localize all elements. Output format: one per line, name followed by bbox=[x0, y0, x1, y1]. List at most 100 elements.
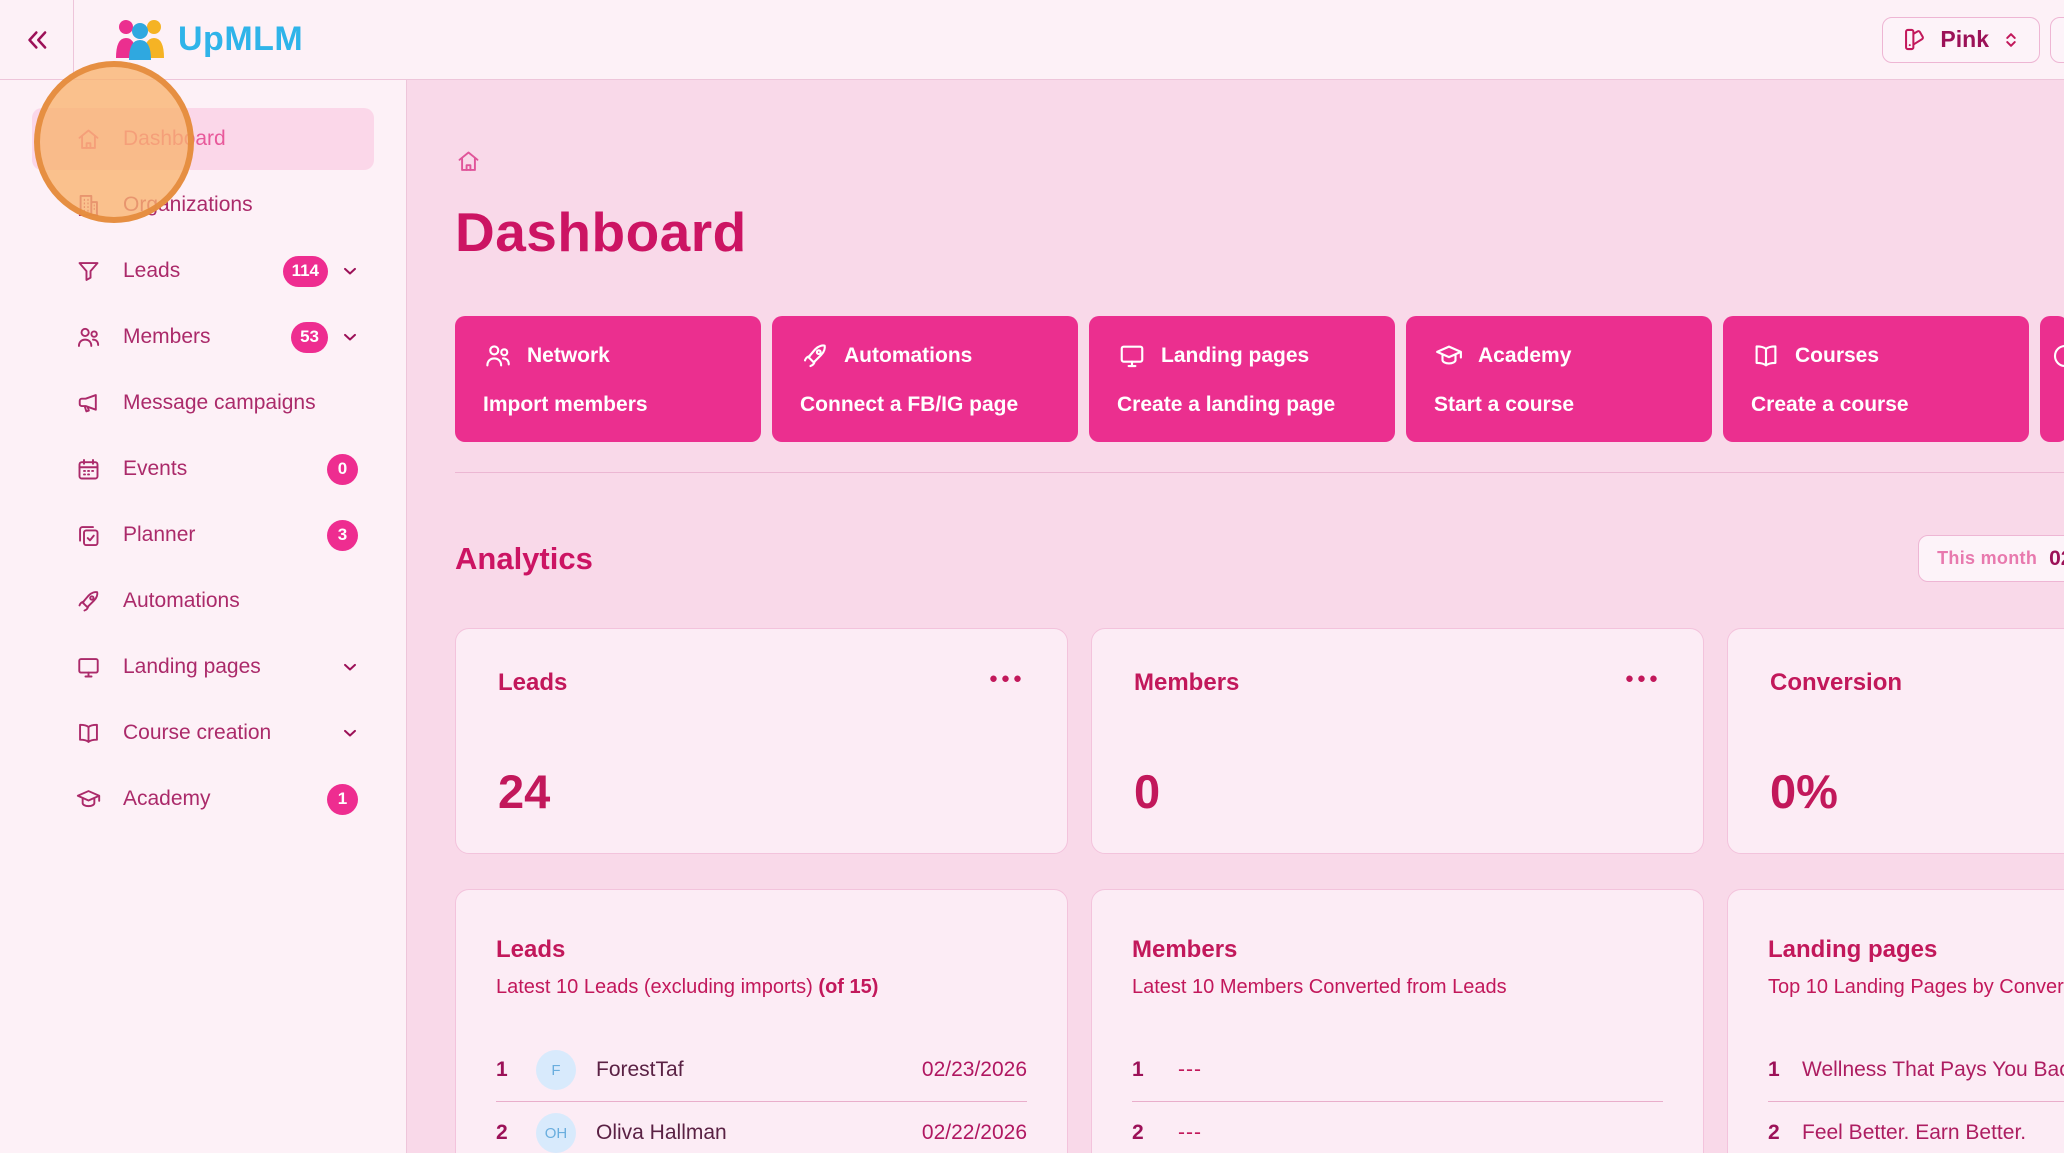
sidebar-item-academy[interactable]: Academy 1 bbox=[32, 768, 374, 830]
monitor-icon bbox=[75, 654, 102, 681]
monitor-icon bbox=[1117, 341, 1147, 371]
quick-action-title: Landing pages bbox=[1161, 344, 1310, 367]
stat-card-title: Members bbox=[1134, 669, 1240, 696]
book-icon bbox=[75, 720, 102, 747]
list-card-members: Members Latest 10 Members Converted from… bbox=[1091, 889, 1704, 1153]
header-cropped-button[interactable] bbox=[2050, 16, 2064, 63]
sidebar-item-events[interactable]: Events 0 bbox=[32, 438, 374, 500]
sidebar-item-label: Automations bbox=[123, 589, 240, 612]
quick-action-courses[interactable]: Courses Create a course bbox=[1723, 316, 2029, 442]
building-icon bbox=[75, 192, 102, 219]
sidebar-item-message-campaigns[interactable]: Message campaigns bbox=[32, 372, 374, 434]
stat-card-title: Conversion bbox=[1770, 669, 1903, 696]
row-index: 1 bbox=[1132, 1058, 1144, 1081]
sidebar-item-label: Organizations bbox=[123, 193, 253, 216]
people-icon bbox=[75, 324, 102, 351]
sidebar-item-dashboard[interactable]: Dashboard bbox=[32, 108, 374, 170]
sidebar-item-label: Leads bbox=[123, 259, 181, 282]
app-name: UpMLM bbox=[178, 20, 304, 58]
planner-count-badge: 3 bbox=[327, 519, 358, 551]
period-value: 02/0 bbox=[2049, 546, 2064, 570]
sidebar-item-course-creation[interactable]: Course creation bbox=[32, 702, 374, 764]
events-count-badge: 0 bbox=[327, 453, 358, 485]
theme-selector-button[interactable]: Pink bbox=[1882, 16, 2040, 63]
sidebar-item-label: Planner bbox=[123, 523, 196, 546]
analytics-header: Analytics This month 02/0 bbox=[455, 535, 2064, 582]
page-title: Dashboard bbox=[455, 201, 747, 263]
quick-action-title: Courses bbox=[1795, 344, 1880, 367]
list-card-subtitle: Latest 10 Leads (excluding imports) (of … bbox=[496, 976, 879, 998]
quick-actions-row: Network Import members Automations Conne… bbox=[455, 316, 2064, 442]
period-label: This month bbox=[1937, 548, 2038, 568]
row-index: 1 bbox=[496, 1058, 508, 1081]
quick-action-landing-pages[interactable]: Landing pages Create a landing page bbox=[1089, 316, 1395, 442]
megaphone-icon bbox=[75, 390, 102, 417]
breadcrumb-home-icon[interactable] bbox=[455, 148, 482, 175]
cropped-card-icon bbox=[2050, 341, 2064, 371]
book-icon bbox=[1751, 341, 1781, 371]
sidebar-item-landing-pages[interactable]: Landing pages bbox=[32, 636, 374, 698]
period-selector[interactable]: This month 02/0 bbox=[1918, 535, 2064, 582]
leads-count-badge: 114 bbox=[282, 255, 328, 287]
chevron-down-icon[interactable] bbox=[340, 327, 360, 347]
avatar: F bbox=[536, 1050, 576, 1090]
rocket-icon bbox=[800, 341, 830, 371]
sidebar-item-members[interactable]: Members 53 bbox=[32, 306, 374, 368]
list-card-title: Leads bbox=[496, 936, 566, 963]
chevron-down-icon[interactable] bbox=[340, 261, 360, 281]
quick-action-automations[interactable]: Automations Connect a FB/IG page bbox=[772, 316, 1078, 442]
sidebar-collapse-button[interactable] bbox=[0, 0, 74, 80]
sidebar-item-leads[interactable]: Leads 114 bbox=[32, 240, 374, 302]
grad-cap-icon bbox=[1434, 341, 1464, 371]
sidebar-item-planner[interactable]: Planner 3 bbox=[32, 504, 374, 566]
landing-page-row[interactable]: 1 Wellness That Pays You Back bbox=[1768, 1039, 2064, 1102]
member-name-empty: --- bbox=[1178, 1121, 1202, 1144]
stat-cards-row: Leads ●●● 24 Members ●●● 0 Conversion 0% bbox=[455, 628, 2064, 854]
stat-card-title: Leads bbox=[498, 669, 568, 696]
card-menu-dots-icon[interactable]: ●●● bbox=[1624, 670, 1661, 687]
lead-row[interactable]: 2 OH Oliva Hallman 02/22/2026 bbox=[496, 1102, 1027, 1153]
list-card-landing-pages: Landing pages Top 10 Landing Pages by Co… bbox=[1727, 889, 2064, 1153]
stat-card-value: 0% bbox=[1770, 765, 1838, 818]
landing-page-name: Feel Better. Earn Better. bbox=[1802, 1121, 2027, 1144]
list-card-subtitle: Latest 10 Members Converted from Leads bbox=[1132, 976, 1507, 998]
quick-action-subtitle: Start a course bbox=[1434, 393, 1575, 416]
chevron-down-icon[interactable] bbox=[340, 723, 360, 743]
list-card-title: Landing pages bbox=[1768, 936, 1938, 963]
landing-page-name: Wellness That Pays You Back bbox=[1802, 1058, 2064, 1081]
planner-icon bbox=[75, 522, 102, 549]
sidebar-item-organizations[interactable]: Organizations bbox=[32, 174, 374, 236]
quick-action-title: Automations bbox=[844, 344, 973, 367]
academy-count-badge: 1 bbox=[327, 783, 358, 815]
member-row: 1 --- bbox=[1132, 1039, 1663, 1102]
sidebar-item-label: Dashboard bbox=[123, 127, 226, 150]
members-count-badge: 53 bbox=[291, 321, 328, 353]
lead-date: 02/22/2026 bbox=[921, 1121, 1027, 1144]
lead-name: Oliva Hallman bbox=[596, 1121, 727, 1144]
funnel-icon bbox=[75, 258, 102, 285]
sidebar-item-automations[interactable]: Automations bbox=[32, 570, 374, 632]
quick-action-cropped[interactable] bbox=[2040, 316, 2064, 442]
avatar: OH bbox=[536, 1113, 576, 1153]
chevron-down-icon[interactable] bbox=[340, 657, 360, 677]
sidebar-item-label: Message campaigns bbox=[123, 391, 316, 414]
quick-action-network[interactable]: Network Import members bbox=[455, 316, 761, 442]
landing-page-row[interactable]: 2 Feel Better. Earn Better. bbox=[1768, 1102, 2064, 1153]
quick-action-title: Academy bbox=[1478, 344, 1572, 367]
lead-row[interactable]: 1 F ForestTaf 02/23/2026 bbox=[496, 1039, 1027, 1102]
analytics-heading: Analytics bbox=[455, 540, 593, 576]
top-header: UpMLM Pink bbox=[0, 0, 2064, 80]
app-logo[interactable]: UpMLM bbox=[112, 18, 303, 62]
quick-action-subtitle: Import members bbox=[483, 393, 648, 416]
list-card-subtitle: Top 10 Landing Pages by Convers bbox=[1768, 976, 2064, 998]
section-divider bbox=[455, 472, 2064, 473]
home-icon bbox=[75, 126, 102, 153]
sidebar-item-label: Academy bbox=[123, 787, 211, 810]
quick-action-academy[interactable]: Academy Start a course bbox=[1406, 316, 1712, 442]
stat-card-value: 24 bbox=[498, 765, 551, 818]
card-menu-dots-icon[interactable]: ●●● bbox=[988, 670, 1025, 687]
theme-selector-value: Pink bbox=[1940, 26, 1989, 52]
member-name-empty: --- bbox=[1178, 1058, 1202, 1081]
quick-action-subtitle: Create a course bbox=[1751, 393, 1909, 416]
